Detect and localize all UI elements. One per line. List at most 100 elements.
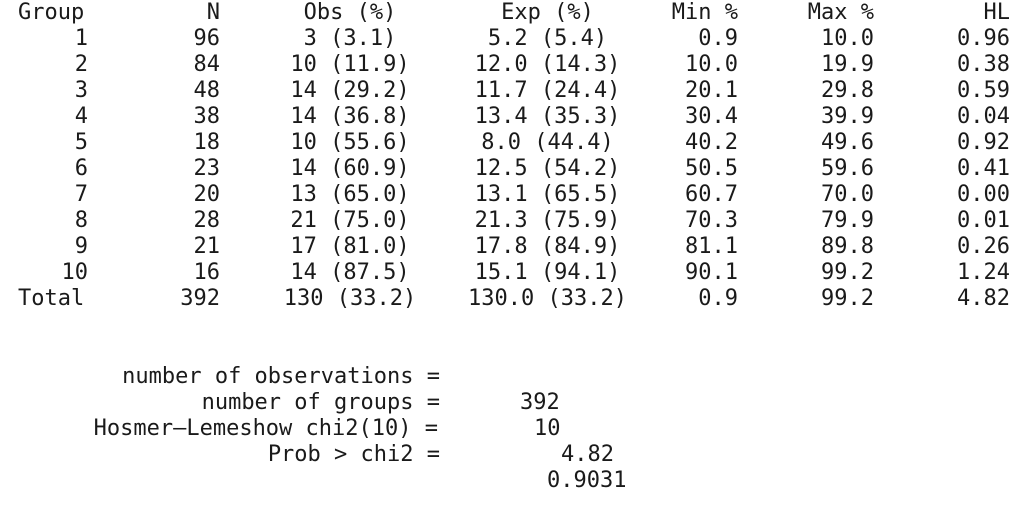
cell-group: 3	[74, 78, 88, 103]
cell-obs: 21 (75.0)	[290, 208, 410, 233]
cell-n: 48	[193, 78, 221, 103]
cell-n: 20	[193, 182, 221, 207]
total-min: 0.9	[698, 286, 738, 311]
cell-exp: 13.4 (35.3)	[474, 104, 621, 129]
cell-max: 89.8	[821, 234, 874, 259]
chi2-value: 4.82	[561, 442, 614, 467]
cell-min: 20.1	[685, 78, 738, 103]
groups-value: 10	[534, 416, 561, 441]
cell-min: 60.7	[685, 182, 738, 207]
cell-n: 21	[193, 234, 221, 259]
total-max: 99.2	[821, 286, 874, 311]
prob-value: 0.9031	[547, 468, 627, 493]
cell-exp: 13.1 (65.5)	[474, 182, 621, 207]
total-n: 392	[180, 286, 220, 311]
cell-obs: 3 (3.1)	[303, 26, 397, 51]
header-hl: HL	[983, 0, 1011, 25]
cell-hl: 0.00	[957, 182, 1010, 207]
observations-label: number of observations =	[122, 364, 440, 389]
cell-min: 10.0	[685, 52, 738, 77]
table-row: 9 21 17 (81.0) 17.8 (84.9) 81.1 89.8 0.2…	[0, 234, 1024, 260]
table-row: 1 96 3 (3.1) 5.2 (5.4) 0.9 10.0 0.96	[0, 26, 1024, 52]
observations-value: 392	[520, 390, 560, 415]
cell-obs: 14 (60.9)	[290, 156, 410, 181]
cell-hl: 0.04	[957, 104, 1010, 129]
cell-hl: 0.96	[957, 26, 1010, 51]
cell-n: 84	[193, 52, 221, 77]
cell-hl: 0.59	[957, 78, 1010, 103]
table-row: 8 28 21 (75.0) 21.3 (75.9) 70.3 79.9 0.0…	[0, 208, 1024, 234]
table-header-row: Group N Obs (%) Exp (%) Min % Max % HL	[0, 0, 1024, 26]
cell-exp: 15.1 (94.1)	[474, 260, 621, 285]
summary-groups-row: number of groups = 10	[0, 364, 1024, 441]
cell-n: 23	[193, 156, 221, 181]
cell-max: 10.0	[821, 26, 874, 51]
cell-obs: 14 (36.8)	[290, 104, 410, 129]
cell-exp: 12.0 (14.3)	[474, 52, 621, 77]
cell-max: 59.6	[821, 156, 874, 181]
cell-group: 2	[74, 52, 88, 77]
cell-exp: 11.7 (24.4)	[474, 78, 621, 103]
cell-exp: 21.3 (75.9)	[474, 208, 621, 233]
cell-n: 96	[193, 26, 221, 51]
prob-label: Prob > chi2 =	[267, 442, 440, 467]
cell-max: 19.9	[821, 52, 874, 77]
cell-group: 7	[74, 182, 88, 207]
cell-obs: 13 (65.0)	[290, 182, 410, 207]
groups-label: number of groups =	[201, 390, 440, 415]
total-obs: 130 (33.2)	[283, 286, 417, 311]
table-row: 7 20 13 (65.0) 13.1 (65.5) 60.7 70.0 0.0…	[0, 182, 1024, 208]
cell-exp: 17.8 (84.9)	[474, 234, 621, 259]
cell-obs: 14 (87.5)	[290, 260, 410, 285]
cell-n: 28	[193, 208, 221, 233]
cell-exp: 12.5 (54.2)	[474, 156, 621, 181]
table-row: 4 38 14 (36.8) 13.4 (35.3) 30.4 39.9 0.0…	[0, 104, 1024, 130]
header-min: Min %	[671, 0, 738, 25]
table-row: 2 84 10 (11.9) 12.0 (14.3) 10.0 19.9 0.3…	[0, 52, 1024, 78]
cell-n: 16	[193, 260, 221, 285]
cell-min: 81.1	[685, 234, 738, 259]
cell-min: 0.9	[698, 26, 738, 51]
table-row: 6 23 14 (60.9) 12.5 (54.2) 50.5 59.6 0.4…	[0, 156, 1024, 182]
header-obs: Obs (%)	[303, 0, 397, 25]
total-label: Total	[18, 286, 85, 311]
cell-exp: 8.0 (44.4)	[481, 130, 614, 155]
cell-hl: 1.24	[957, 260, 1010, 285]
cell-max: 49.6	[821, 130, 874, 155]
total-exp: 130.0 (33.2)	[468, 286, 627, 311]
cell-obs: 10 (55.6)	[290, 130, 410, 155]
cell-group: 10	[61, 260, 89, 285]
cell-min: 70.3	[685, 208, 738, 233]
cell-group: 6	[74, 156, 88, 181]
cell-max: 70.0	[821, 182, 874, 207]
cell-min: 40.2	[685, 130, 738, 155]
summary-prob-row: Prob > chi2 = 0.9031	[0, 416, 1024, 493]
cell-max: 99.2	[821, 260, 874, 285]
cell-obs: 17 (81.0)	[290, 234, 410, 259]
table-row: 3 48 14 (29.2) 11.7 (24.4) 20.1 29.8 0.5…	[0, 78, 1024, 104]
cell-hl: 0.38	[957, 52, 1010, 77]
cell-group: 1	[74, 26, 88, 51]
table-row: 10 16 14 (87.5) 15.1 (94.1) 90.1 99.2 1.…	[0, 260, 1024, 286]
cell-max: 79.9	[821, 208, 874, 233]
cell-group: 9	[74, 234, 88, 259]
header-exp: Exp (%)	[501, 0, 594, 25]
cell-hl: 0.41	[957, 156, 1010, 181]
cell-min: 90.1	[685, 260, 738, 285]
table-row: 5 18 10 (55.6) 8.0 (44.4) 40.2 49.6 0.92	[0, 130, 1024, 156]
header-max: Max %	[807, 0, 874, 25]
cell-group: 5	[74, 130, 88, 155]
cell-n: 38	[193, 104, 221, 129]
table-total-row: Total 392 130 (33.2) 130.0 (33.2) 0.9 99…	[0, 286, 1024, 312]
cell-group: 8	[74, 208, 88, 233]
cell-obs: 10 (11.9)	[290, 52, 410, 77]
cell-hl: 0.01	[957, 208, 1010, 233]
cell-exp: 5.2 (5.4)	[487, 26, 608, 51]
cell-max: 39.9	[821, 104, 874, 129]
cell-max: 29.8	[821, 78, 874, 103]
cell-min: 30.4	[685, 104, 738, 129]
cell-group: 4	[74, 104, 88, 129]
cell-n: 18	[193, 130, 221, 155]
cell-hl: 0.26	[957, 234, 1010, 259]
cell-obs: 14 (29.2)	[290, 78, 410, 103]
